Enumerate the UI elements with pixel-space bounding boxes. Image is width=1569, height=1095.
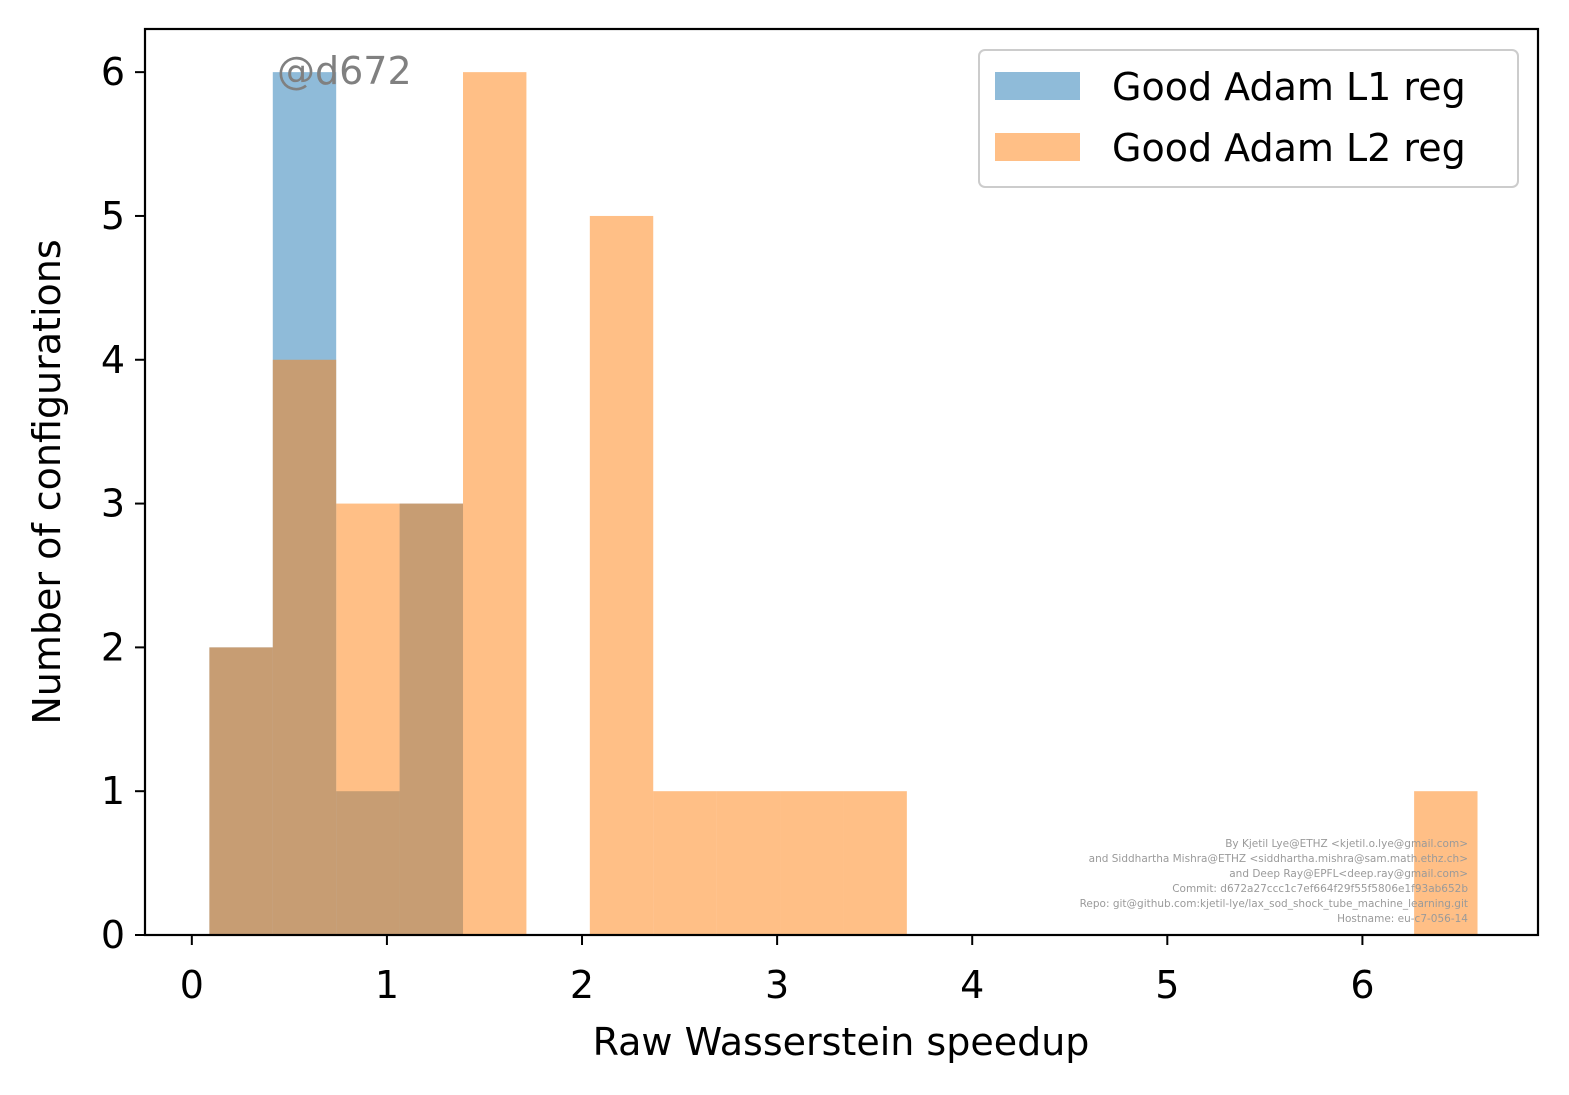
watermark-label: @d672	[277, 49, 412, 93]
y-tick-label: 6	[101, 50, 125, 94]
legend-box	[978, 49, 1519, 188]
y-tick-label: 2	[101, 625, 125, 669]
x-tick-label: 2	[570, 963, 594, 1007]
credit-line: By Kjetil Lye@ETHZ <kjetil.o.lye@gmail.c…	[1225, 838, 1468, 850]
y-tick-label: 4	[101, 338, 125, 382]
x-tick-label: 0	[180, 963, 204, 1007]
histogram-bar-series-2	[272, 359, 337, 935]
histogram-bar-series-2	[399, 503, 464, 935]
credit-line: and Siddhartha Mishra@ETHZ <siddhartha.m…	[1089, 853, 1468, 865]
y-tick-label: 5	[101, 194, 125, 238]
histogram-bar-series-2	[780, 791, 844, 935]
histogram-bar-series-2	[589, 215, 654, 935]
x-tick-label: 4	[960, 963, 984, 1007]
y-tick-label: 1	[101, 769, 125, 813]
legend-swatch-l1	[995, 72, 1080, 100]
legend: Good Adam L1 reg Good Adam L2 reg	[978, 49, 1519, 188]
credit-line: Repo: git@github.com:kjetil-lye/lax_sod_…	[1080, 898, 1468, 910]
plot-frame	[143, 27, 1540, 937]
histogram-bar-series-2	[209, 647, 273, 935]
histogram-bar-series-2	[716, 791, 781, 935]
bars-layer	[209, 72, 1478, 935]
credit-line: Hostname: eu-c7-056-14	[1337, 913, 1468, 925]
legend-swatch-l2	[995, 133, 1080, 161]
credit-line: and Deep Ray@EPFL<deep.ray@gmail.com>	[1229, 868, 1468, 880]
y-tick-label: 3	[101, 482, 125, 526]
histogram-bar-series-2	[1414, 791, 1478, 935]
y-axis-ticks: 0 1 2 3 4 5 6	[101, 50, 145, 957]
histogram-bar-series-2	[463, 72, 527, 935]
y-tick-label: 0	[101, 913, 125, 957]
histogram-bar-series-2	[653, 791, 717, 935]
x-axis-ticks: 0 1 2 3 4 5 6	[180, 935, 1375, 1007]
legend-label-l2: Good Adam L2 reg	[1112, 126, 1466, 170]
x-tick-label: 6	[1350, 963, 1374, 1007]
x-tick-label: 3	[765, 963, 789, 1007]
credit-line: Commit: d672a27ccc1c7ef664f29f55f5806e1f…	[1172, 883, 1468, 895]
histogram-bar-series-2	[336, 503, 400, 935]
x-tick-label: 1	[375, 963, 399, 1007]
x-tick-label: 5	[1155, 963, 1179, 1007]
histogram-bar-series-2	[843, 791, 907, 935]
credits-block: By Kjetil Lye@ETHZ <kjetil.o.lye@gmail.c…	[1080, 838, 1469, 925]
x-axis-label: Raw Wasserstein speedup	[593, 1020, 1090, 1064]
legend-label-l1: Good Adam L1 reg	[1112, 65, 1466, 109]
y-axis-label: Number of configurations	[25, 239, 69, 724]
